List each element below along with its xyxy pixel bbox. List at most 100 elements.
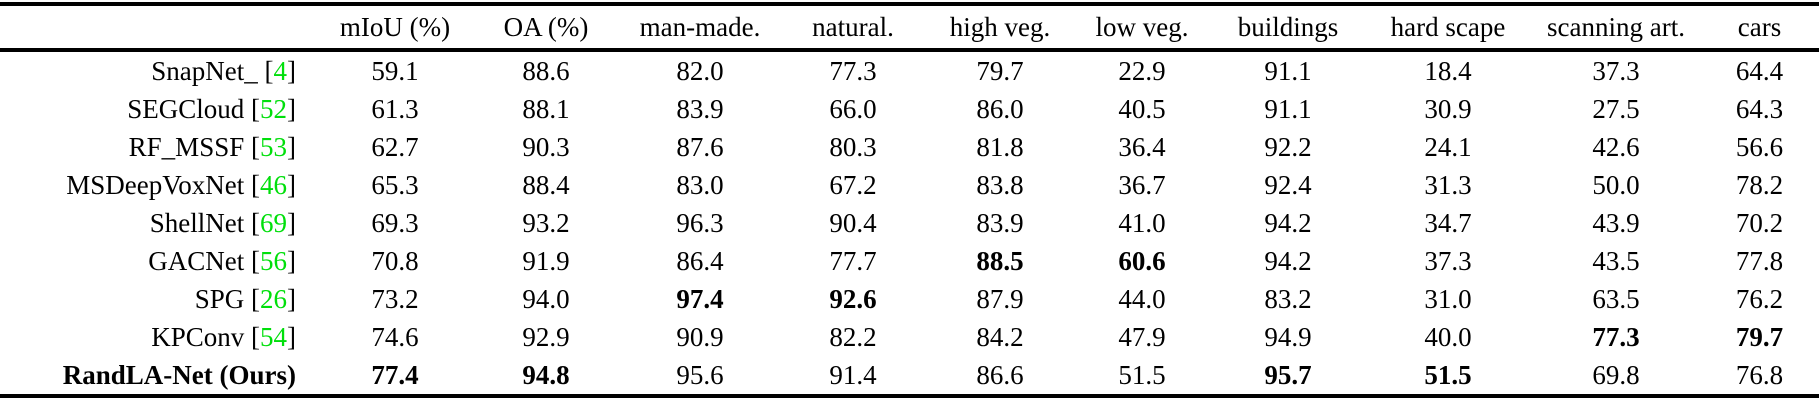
citation-link[interactable]: 46 (260, 169, 287, 200)
citation-link[interactable]: 56 (260, 245, 287, 276)
column-header-cars: cars (1700, 4, 1819, 52)
value-cell: 65.3 (371, 169, 419, 200)
value-cell: 91.1 (1264, 55, 1312, 86)
citation-link[interactable]: 69 (260, 207, 287, 238)
value-cell: 88.5 (976, 245, 1024, 276)
value-cell: 22.9 (1118, 55, 1166, 86)
method-cell: MSDeepVoxNet [46] (66, 169, 296, 200)
value-cell: 74.6 (371, 321, 419, 352)
value-cell: 86.4 (676, 245, 724, 276)
table-row: GACNet [56] 70.8 91.9 86.4 77.7 88.5 60.6 94.2 3… (0, 242, 1819, 280)
value-cell: 95.6 (676, 359, 724, 390)
value-cell: 86.0 (976, 93, 1024, 124)
value-cell: 18.4 (1424, 55, 1472, 86)
value-cell: 94.2 (1264, 245, 1312, 276)
value-cell: 24.1 (1424, 131, 1472, 162)
value-cell: 92.6 (829, 283, 877, 314)
value-cell: 67.2 (829, 169, 877, 200)
value-cell: 51.5 (1118, 359, 1166, 390)
citation-link[interactable]: 52 (260, 93, 287, 124)
method-name: SPG (194, 283, 245, 314)
value-cell: 51.5 (1424, 359, 1472, 390)
value-cell: 73.2 (371, 283, 419, 314)
value-cell: 90.4 (829, 207, 877, 238)
citation-link[interactable]: 26 (260, 283, 287, 314)
value-cell: 43.5 (1592, 245, 1640, 276)
value-cell: 90.3 (522, 131, 570, 162)
value-cell: 92.4 (1264, 169, 1312, 200)
citation-link[interactable]: 53 (260, 131, 287, 162)
value-cell: 79.7 (1735, 321, 1784, 352)
value-cell: 47.9 (1118, 321, 1166, 352)
value-cell: 60.6 (1118, 245, 1166, 276)
method-cell: SEGCloud [52] (127, 93, 296, 124)
value-cell: 77.8 (1735, 245, 1784, 276)
benchmark-results-table: mIoU (%) OA (%) man-made. natural. high veg.… (0, 2, 1819, 398)
value-cell: 97.4 (676, 283, 724, 314)
value-cell: 87.6 (676, 131, 724, 162)
value-cell: 79.7 (976, 55, 1024, 86)
value-cell: 83.2 (1264, 283, 1312, 314)
column-header-hard-scape: hard scape (1364, 4, 1532, 52)
value-cell: 82.2 (829, 321, 877, 352)
value-cell: 30.9 (1424, 93, 1472, 124)
value-cell: 42.6 (1592, 131, 1640, 162)
value-cell: 90.9 (676, 321, 724, 352)
value-cell: 94.8 (522, 359, 570, 390)
column-header-miou: mIoU (%) (320, 4, 470, 52)
value-cell: 64.4 (1735, 55, 1784, 86)
value-cell: 76.8 (1735, 359, 1784, 390)
value-cell: 87.9 (976, 283, 1024, 314)
column-header-low-veg: low veg. (1072, 4, 1212, 52)
value-cell: 77.3 (829, 55, 877, 86)
value-cell: 61.3 (371, 93, 419, 124)
value-cell: 94.0 (522, 283, 570, 314)
table-row: KPConv [54] 74.6 92.9 90.9 82.2 84.2 47.9 94.9 4… (0, 318, 1819, 356)
value-cell: 77.7 (829, 245, 877, 276)
value-cell: 36.7 (1118, 169, 1166, 200)
value-cell: 31.3 (1424, 169, 1472, 200)
column-header-scanning-art: scanning art. (1532, 4, 1700, 52)
value-cell: 41.0 (1118, 207, 1166, 238)
value-cell: 62.7 (371, 131, 419, 162)
value-cell: 31.0 (1424, 283, 1472, 314)
value-cell: 64.3 (1735, 93, 1784, 124)
method-name: KPConv (151, 321, 245, 352)
value-cell: 80.3 (829, 131, 877, 162)
value-cell: 88.6 (522, 55, 570, 86)
method-cell: RF_MSSF [53] (128, 131, 296, 162)
value-cell: 43.9 (1592, 207, 1640, 238)
value-cell: 83.9 (676, 93, 724, 124)
value-cell: 77.4 (371, 359, 419, 390)
benchmark-results-table-container: mIoU (%) OA (%) man-made. natural. high veg.… (0, 2, 1819, 398)
citation-link[interactable]: 4 (273, 55, 288, 86)
value-cell: 50.0 (1592, 169, 1640, 200)
method-name: MSDeepVoxNet (66, 169, 245, 200)
table-row: SnapNet_ [4] 59.1 88.6 82.0 77.3 79.7 22.9 91.1… (0, 50, 1819, 90)
value-cell: 77.3 (1592, 321, 1640, 352)
value-cell: 66.0 (829, 93, 877, 124)
value-cell: 92.2 (1264, 131, 1312, 162)
citation-link[interactable]: 54 (260, 321, 287, 352)
value-cell: 91.9 (522, 245, 570, 276)
value-cell: 70.8 (371, 245, 419, 276)
method-cell: GACNet [56] (148, 245, 296, 276)
value-cell: 37.3 (1592, 55, 1640, 86)
value-cell: 56.6 (1735, 131, 1784, 162)
table-body: SnapNet_ [4] 59.1 88.6 82.0 77.3 79.7 22.9 91.1… (0, 50, 1819, 396)
value-cell: 92.9 (522, 321, 570, 352)
method-name: RandLA-Net (Ours) (62, 359, 296, 390)
value-cell: 78.2 (1735, 169, 1784, 200)
method-name: ShellNet (149, 207, 245, 238)
column-header-natural: natural. (778, 4, 928, 52)
value-cell: 69.8 (1592, 359, 1640, 390)
value-cell: 83.0 (676, 169, 724, 200)
value-cell: 76.2 (1735, 283, 1784, 314)
method-cell: RandLA-Net (Ours) (0, 356, 320, 396)
value-cell: 70.2 (1735, 207, 1784, 238)
table-row: SPG [26] 73.2 94.0 97.4 92.6 87.9 44.0 83.2 31.0… (0, 280, 1819, 318)
value-cell: 59.1 (371, 55, 419, 86)
value-cell: 83.8 (976, 169, 1024, 200)
value-cell: 93.2 (522, 207, 570, 238)
value-cell: 44.0 (1118, 283, 1166, 314)
